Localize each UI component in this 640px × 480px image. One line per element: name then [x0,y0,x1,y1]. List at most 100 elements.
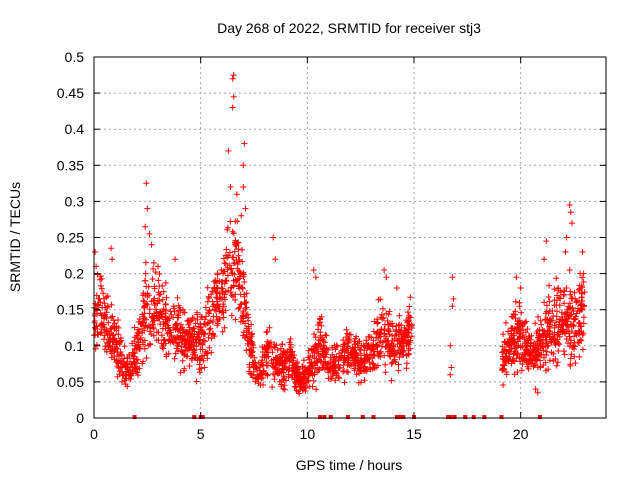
data-point [373,334,380,341]
data-point [141,319,147,326]
data-point [204,284,211,291]
data-point [322,332,329,338]
data-point [116,338,123,345]
data-point [142,270,149,277]
data-point [271,364,278,371]
data-point [145,283,152,290]
data-point [561,311,568,318]
data-point [193,378,200,385]
data-point [306,356,313,363]
data-point [406,312,412,319]
data-point [146,306,153,313]
data-point [103,328,110,335]
data-point [575,286,582,293]
data-point [189,351,196,358]
data-point [566,267,573,273]
data-point [382,369,389,376]
data-point [215,305,222,312]
y-axis-label: SRMTID / TECUs [7,182,23,292]
data-point [522,340,529,347]
data-point [214,320,221,327]
data-point [140,341,146,348]
data-point [232,243,239,249]
data-point [313,355,320,362]
data-point [287,341,294,348]
data-point [391,352,398,359]
data-point [566,305,573,312]
data-point [234,276,241,283]
data-point [555,348,562,354]
data-point [279,377,286,384]
data-point [374,344,381,350]
y-axis-ticks: 0 0.05 0.1 0.15 0.2 0.25 0.3 0.35 0.4 0.45 0.5 [57,49,606,426]
data-point [502,319,509,326]
data-point [223,246,230,253]
data-point [132,364,139,371]
data-point [168,332,175,339]
data-point [233,191,240,198]
data-point [144,205,151,212]
data-point [567,355,574,362]
data-point [103,315,110,322]
zero-marker [463,415,468,419]
data-point [312,274,319,281]
data-point [547,317,554,324]
data-point [259,353,266,360]
data-point [553,362,560,369]
data-point [235,246,242,253]
data-point [546,298,553,305]
data-point [570,322,577,329]
data-point [121,377,128,384]
data-point [156,298,163,304]
data-point [257,364,264,370]
data-point [196,355,203,362]
data-point [121,343,128,350]
data-point [357,361,364,368]
data-point [180,306,186,313]
data-point [561,348,567,355]
data-point [356,346,363,353]
data-point [111,324,118,331]
data-point [566,333,573,340]
data-point [524,363,531,370]
data-point [333,353,340,360]
data-point [107,326,114,333]
data-point [98,275,105,282]
data-point [263,329,270,336]
data-point [338,353,345,360]
data-point [280,351,287,358]
data-point [386,308,393,315]
data-point [517,285,524,291]
data-point [315,326,322,333]
data-point [337,354,343,361]
data-point [160,288,167,295]
data-point [346,336,353,343]
data-point [126,371,133,378]
data-point [92,248,99,255]
data-point [568,328,575,335]
data-point [567,209,574,216]
data-point [229,228,236,235]
data-point [315,337,322,344]
data-point [271,376,278,383]
data-point [331,358,338,364]
data-point [197,323,203,330]
data-point [156,271,163,277]
data-point [403,365,410,372]
data-point [385,327,392,334]
data-point [127,376,134,382]
data-point [213,313,220,320]
data-point [405,309,411,316]
data-point [314,369,321,376]
data-point [246,351,253,357]
data-point [568,295,575,302]
data-point [512,298,519,305]
data-point [353,371,360,378]
zero-marker [399,415,404,419]
data-point [543,308,550,315]
data-point [164,322,171,329]
data-point [554,329,561,336]
data-point [239,285,246,292]
data-point [503,350,510,357]
data-point [241,279,248,285]
